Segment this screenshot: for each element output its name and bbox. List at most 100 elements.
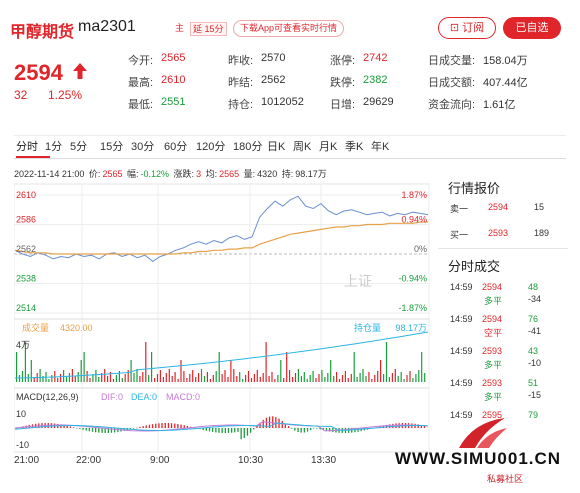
- tab-11[interactable]: 季K: [345, 141, 364, 153]
- tab-6[interactable]: 120分: [196, 141, 226, 153]
- volume-bar: [162, 377, 164, 382]
- macd-bar: [420, 424, 422, 428]
- volume-bar: [383, 374, 385, 382]
- tab-3[interactable]: 15分: [100, 141, 124, 153]
- volume-bar: [86, 371, 88, 382]
- macd-bar: [114, 428, 116, 433]
- volume-bar: [297, 369, 299, 382]
- macd-bar: [237, 428, 239, 432]
- pct-tick-label: -0.94%: [398, 274, 427, 284]
- download-app-link[interactable]: 下载App可查看实时行情: [233, 20, 345, 37]
- x-tick-label: 10:30: [238, 455, 263, 464]
- quote-field: 今开: 2565: [128, 52, 185, 68]
- volume-bar: [303, 372, 305, 382]
- quote-field-value: 2565: [161, 52, 186, 64]
- info-avg-label: 均:: [205, 169, 218, 179]
- volume-bar: [412, 378, 414, 382]
- volume-bar: [247, 371, 250, 382]
- volume-bar: [51, 375, 53, 382]
- volume-bar: [374, 375, 376, 382]
- tab-0[interactable]: 分时: [16, 141, 38, 153]
- volume-bar: [362, 369, 364, 382]
- volume-bar: [139, 376, 141, 382]
- volume-bar: [315, 378, 317, 382]
- price-tick-label: 2610: [16, 190, 36, 200]
- quote-field: 最低: 2551: [128, 96, 185, 112]
- macd-bar: [316, 428, 318, 429]
- volume-bar: [421, 352, 423, 382]
- volume-bar: [118, 371, 120, 382]
- macd-bar: [110, 428, 113, 433]
- chart-watermark: 上证: [344, 273, 372, 289]
- volume-bar: [60, 374, 62, 382]
- quote-field-label: 最低:: [128, 99, 154, 111]
- volume-bar: [165, 373, 167, 382]
- series-line-avg: [14, 221, 428, 255]
- volume-bar: [171, 376, 173, 382]
- macd-bar: [205, 428, 207, 431]
- info-oi-label: 持:: [281, 169, 294, 179]
- volume-bar: [265, 342, 267, 382]
- quote-field-value: 2742: [363, 52, 388, 64]
- tab-10[interactable]: 月K: [319, 141, 338, 153]
- favorite-button[interactable]: 已自选: [503, 17, 561, 39]
- macd-bar: [329, 428, 331, 432]
- quote-field: 日成交额: 407.44亿: [428, 74, 528, 90]
- volume-bar: [92, 374, 94, 382]
- volume-bar: [268, 376, 270, 382]
- quote-field-value: 2382: [363, 74, 388, 86]
- volume-bar: [65, 377, 68, 382]
- tab-8[interactable]: 日K: [267, 141, 286, 153]
- macd-bar: [76, 428, 78, 429]
- quote-field: 持仓: 1012052: [228, 96, 304, 112]
- price-tick-label: 2562: [16, 244, 36, 254]
- quote-field-value: 2570: [261, 52, 286, 64]
- macd-bar: [174, 423, 176, 428]
- quote-field: 日成交量: 158.04万: [428, 52, 528, 68]
- macd-bar: [88, 428, 90, 432]
- volume-bar: [233, 369, 235, 382]
- volume-bar: [341, 375, 344, 382]
- trade-price: 2593: [482, 378, 503, 388]
- macd-bar: [133, 428, 135, 429]
- intraday-chart[interactable]: 2610 1.87% 2586 0.94% 2562 0% 2538 -0.94% 2514 -1…: [14, 182, 432, 464]
- volume-bar: [280, 360, 282, 382]
- tab-5[interactable]: 60分: [164, 141, 188, 153]
- volume-bar: [350, 374, 352, 382]
- volume-bar: [174, 372, 176, 382]
- pct-tick-label: 0.94%: [401, 215, 427, 225]
- macd-bar: [170, 423, 173, 428]
- info-diff-label: 涨跌:: [173, 169, 195, 179]
- volume-bar: [289, 370, 291, 382]
- macd-bar: [186, 425, 188, 428]
- macd-bar: [325, 428, 328, 431]
- tab-9[interactable]: 周K: [293, 141, 312, 153]
- quote-row-vol: 189: [534, 228, 550, 238]
- volume-bar: [16, 352, 18, 382]
- macd-bar: [417, 424, 419, 428]
- macd-bar: [164, 423, 166, 428]
- info-diff: 3: [196, 169, 202, 179]
- subscribe-button[interactable]: ⊡ 订阅: [438, 17, 496, 39]
- tab-12[interactable]: 年K: [371, 141, 390, 153]
- volume-bar: [300, 376, 302, 382]
- macd-bar: [262, 419, 264, 428]
- volume-bar: [418, 370, 420, 382]
- volume-bar: [294, 373, 297, 382]
- instrument-code: ma2301: [78, 18, 136, 35]
- macd-bar: [101, 428, 103, 433]
- tab-1[interactable]: 1分: [45, 141, 63, 153]
- volume-bar: [98, 377, 100, 382]
- quote-field: 资金流向: 1.61亿: [428, 96, 515, 112]
- volume-bar: [262, 373, 264, 382]
- volume-bar: [242, 379, 244, 382]
- tab-4[interactable]: 30分: [131, 141, 155, 153]
- volume-bar: [127, 370, 129, 382]
- trade-diff: -15: [528, 390, 542, 400]
- trade-vol: 79: [528, 410, 539, 420]
- tab-2[interactable]: 5分: [70, 141, 88, 153]
- volume-bar: [371, 379, 373, 382]
- macd-bar: [177, 424, 179, 428]
- macd-bar: [265, 417, 268, 428]
- tab-7[interactable]: 180分: [233, 141, 263, 153]
